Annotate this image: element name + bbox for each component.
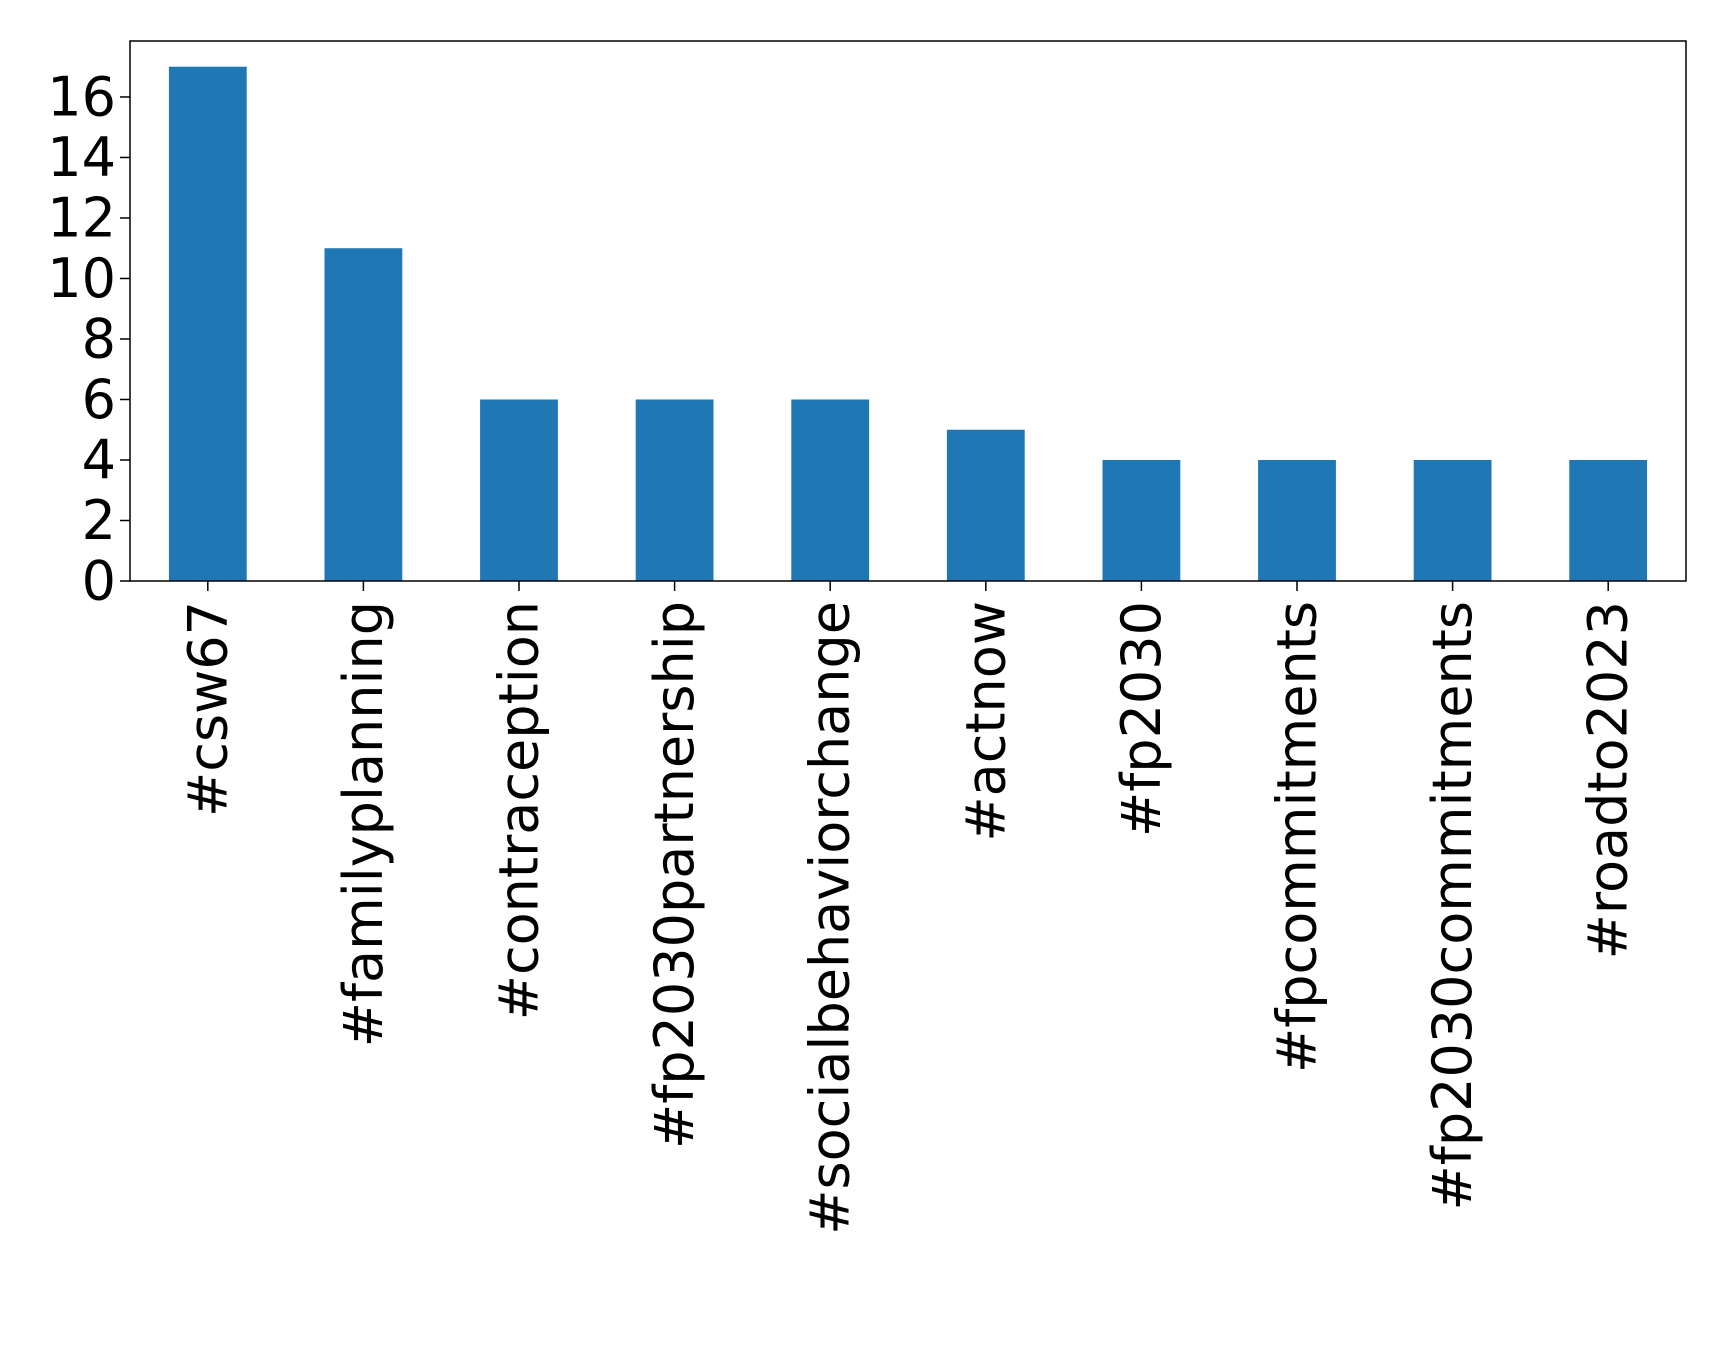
bar-socialbehaviorchange — [791, 399, 870, 581]
x-tick-label: #fp2030 — [1110, 601, 1173, 837]
x-tick-label: #fp2030commitments — [1421, 601, 1484, 1210]
bar-actnow — [946, 429, 1025, 581]
y-tick-label: 16 — [47, 65, 116, 128]
y-tick-label: 10 — [47, 247, 116, 310]
bar-fp2030 — [1102, 459, 1181, 581]
bar-familyplanning — [324, 248, 403, 581]
x-tick-label: #fpcommitments — [1266, 601, 1329, 1073]
y-tick-label: 8 — [82, 307, 116, 370]
y-tick-label: 14 — [47, 126, 116, 189]
x-tick-label: #familyplanning — [332, 601, 395, 1047]
plot-frame — [129, 40, 1687, 582]
y-tick-label: 6 — [82, 368, 116, 431]
x-tick-label: #fp2030partnership — [643, 601, 706, 1149]
x-axis-ticks: #csw67 #familyplanning #contraception #fp20… — [176, 581, 1640, 1235]
bar-csw67 — [168, 66, 247, 581]
bar-fpcommitments — [1258, 459, 1336, 581]
bar-contraception — [480, 399, 558, 581]
x-tick-label: #roadto2023 — [1577, 601, 1640, 959]
bar-roadto2023 — [1569, 459, 1648, 581]
y-tick-label: 4 — [82, 428, 116, 491]
y-tick-label: 12 — [47, 186, 116, 249]
bar-fp2030partnership — [635, 399, 714, 581]
y-tick-label: 2 — [82, 489, 116, 552]
y-tick-label: 0 — [82, 550, 116, 613]
x-tick-label: #csw67 — [176, 601, 239, 817]
x-tick-label: #socialbehaviorchange — [799, 601, 862, 1235]
x-tick-label: #actnow — [954, 601, 1017, 842]
x-tick-label: #contraception — [488, 601, 551, 1020]
bar-fp2030commitments — [1413, 459, 1492, 581]
bars-group — [168, 66, 1648, 581]
